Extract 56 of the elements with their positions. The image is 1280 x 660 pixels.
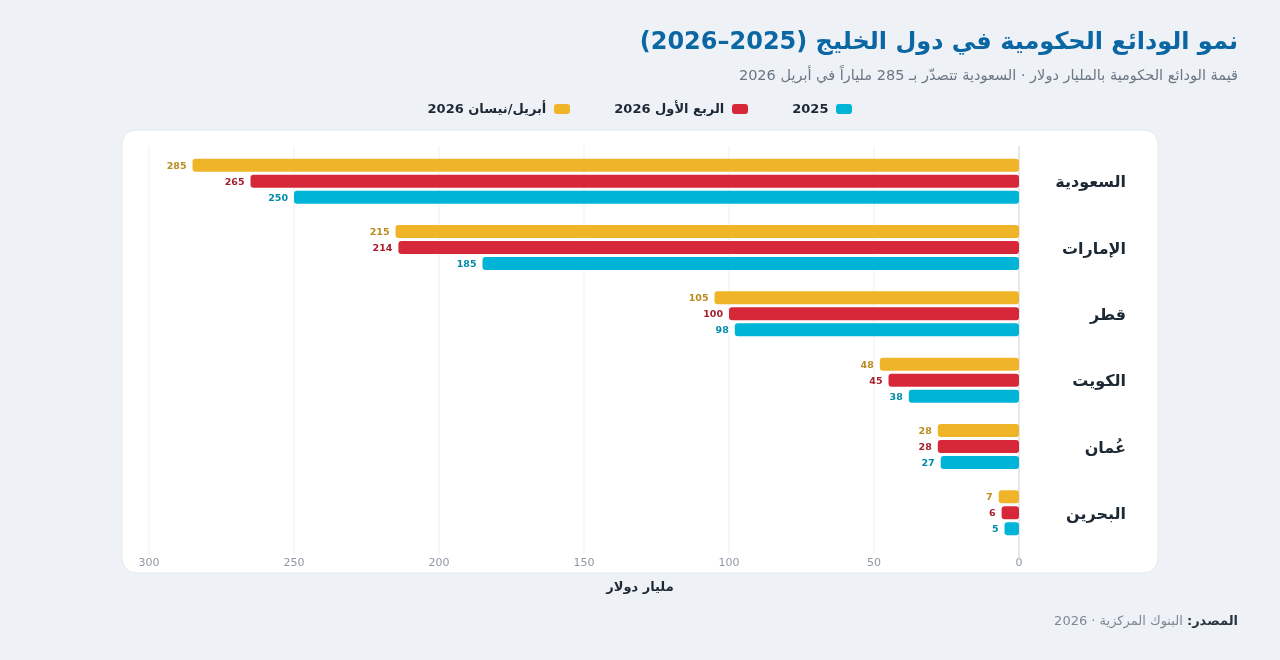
xlabel: مليار دولار [604, 579, 675, 594]
y-tick-label: السعودية [1055, 172, 1126, 192]
bar [937, 424, 1019, 437]
x-tick-label: 50 [867, 556, 881, 569]
data-label: 98 [715, 324, 730, 336]
data-label: 215 [369, 226, 390, 237]
y-tick-label: الإمارات [1061, 238, 1126, 258]
bar [482, 257, 1019, 270]
bar [940, 456, 1019, 469]
y-tick-label: قطر [1088, 304, 1126, 324]
data-label: 27 [921, 457, 935, 468]
bar [998, 490, 1019, 504]
y-tick-label: عُمان [1084, 437, 1126, 457]
bar [729, 307, 1019, 321]
data-label: 48 [860, 358, 875, 370]
legend-label: الربع الأول 2026 [614, 101, 725, 116]
legend-label: 2025 [792, 101, 829, 116]
bar [937, 440, 1019, 453]
bar [294, 190, 1019, 204]
x-tick-label: 100 [718, 556, 740, 569]
data-label: 105 [688, 292, 709, 304]
data-label: 214 [372, 242, 393, 253]
data-label: 6 [988, 507, 996, 519]
subtitle: قيمة الودائع الحكومية بالمليار دولار · السعودية تتصدّر بـ 285 ملياراً في أبريل 2026 [738, 67, 1238, 83]
x-tick-label: 200 [428, 556, 450, 569]
x-tick-label: 150 [573, 556, 595, 569]
data-label: 285 [166, 159, 187, 171]
bar [888, 373, 1019, 387]
x-tick-label: 0 [1015, 556, 1023, 569]
y-tick-label: الكويت [1072, 371, 1126, 391]
data-label: 185 [456, 258, 477, 269]
data-label: 5 [991, 523, 999, 535]
bar [734, 323, 1019, 337]
bar [1004, 522, 1019, 536]
legend-label: أبريل/نيسان 2026 [427, 101, 547, 116]
bar [1001, 506, 1019, 520]
annotation: المصدر: البنوك المركزية · 2026 [1054, 613, 1238, 628]
bar [908, 389, 1019, 403]
data-label: 28 [918, 441, 933, 452]
bar [250, 174, 1019, 188]
data-label: 100 [703, 308, 724, 320]
title: نمو الودائع الحكومية في دول الخليج (2025–2026) [639, 27, 1238, 55]
data-label: 45 [869, 374, 883, 386]
y-tick-label: البحرين [1066, 503, 1126, 523]
bar [714, 291, 1019, 305]
data-label: 28 [918, 425, 933, 436]
data-label: 7 [986, 491, 993, 503]
x-tick-label: 250 [283, 556, 305, 569]
x-tick-label: 300 [138, 556, 160, 569]
data-label: 38 [889, 390, 904, 402]
bar [395, 225, 1019, 238]
bar [192, 158, 1019, 172]
data-label: 250 [268, 191, 289, 203]
bar [398, 241, 1019, 254]
data-label: 265 [224, 175, 245, 187]
bar [879, 357, 1019, 371]
